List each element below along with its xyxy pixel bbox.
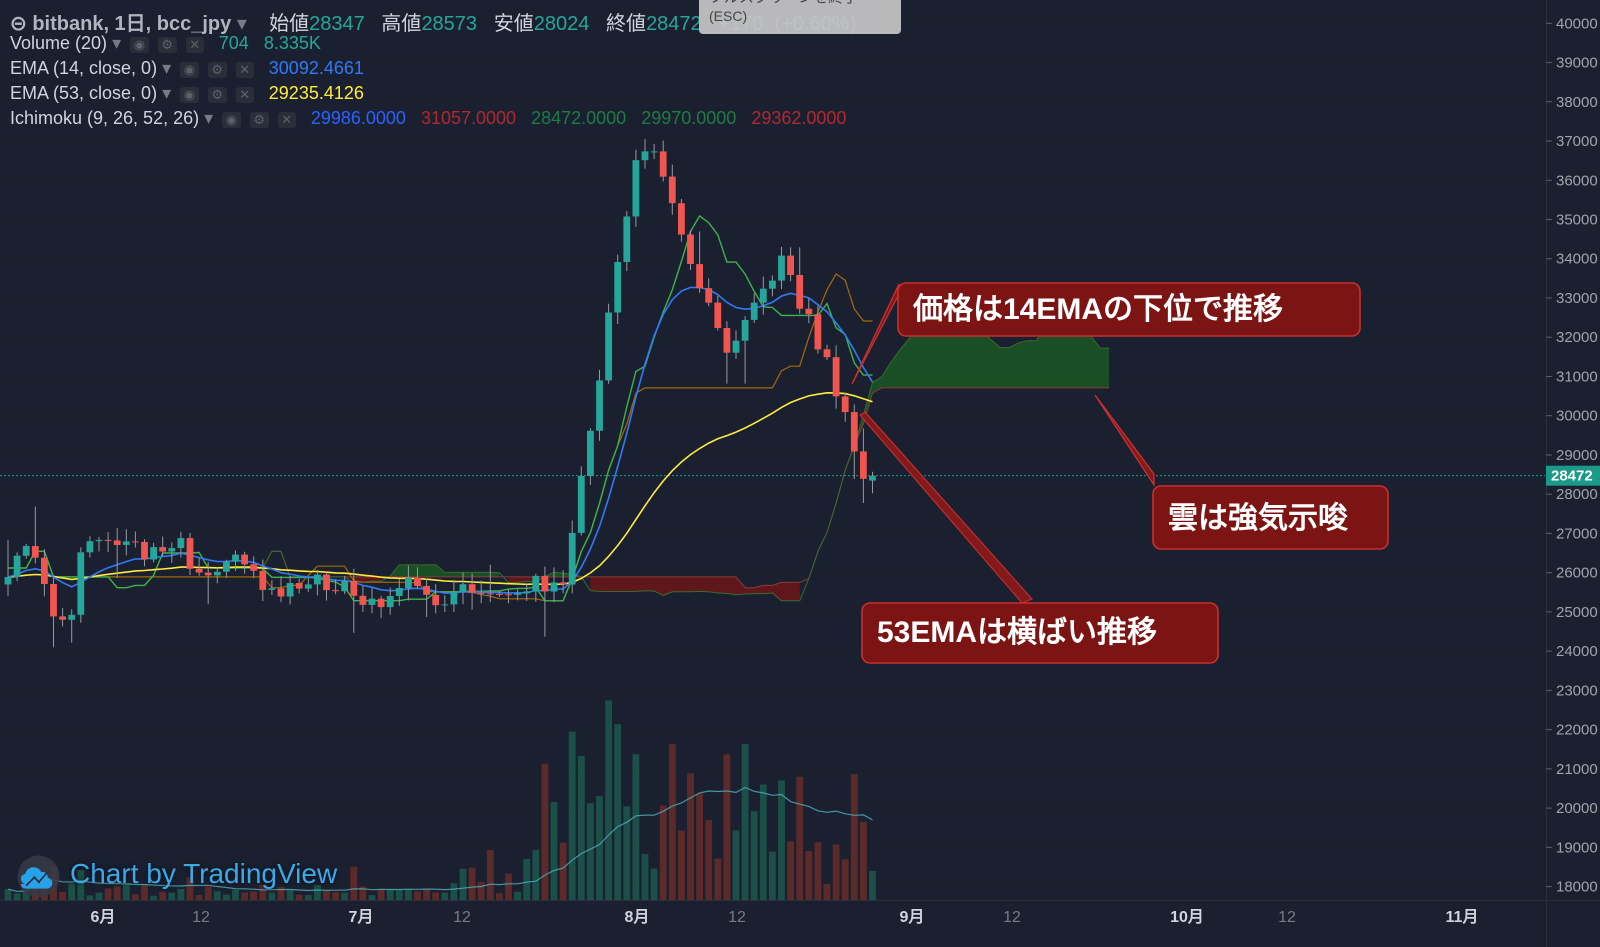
svg-text:24000: 24000: [1556, 643, 1598, 660]
svg-text:37000: 37000: [1556, 133, 1598, 150]
svg-text:8月: 8月: [625, 908, 650, 926]
svg-text:36000: 36000: [1556, 172, 1598, 189]
svg-text:7月: 7月: [349, 908, 374, 926]
svg-text:12: 12: [1003, 909, 1021, 926]
svg-text:22000: 22000: [1556, 722, 1598, 739]
svg-text:25000: 25000: [1556, 604, 1598, 621]
svg-text:12: 12: [728, 909, 746, 926]
svg-text:28472: 28472: [1551, 468, 1593, 485]
svg-text:12: 12: [192, 909, 210, 926]
svg-text:20000: 20000: [1556, 800, 1598, 817]
svg-text:26000: 26000: [1556, 565, 1598, 582]
svg-text:10月: 10月: [1170, 908, 1204, 926]
svg-text:12: 12: [1278, 909, 1296, 926]
svg-text:19000: 19000: [1556, 839, 1598, 856]
svg-text:33000: 33000: [1556, 290, 1598, 307]
svg-text:28000: 28000: [1556, 486, 1598, 503]
svg-text:38000: 38000: [1556, 94, 1598, 111]
svg-text:23000: 23000: [1556, 682, 1598, 699]
svg-text:40000: 40000: [1556, 15, 1598, 32]
svg-text:39000: 39000: [1556, 55, 1598, 72]
svg-text:11月: 11月: [1446, 908, 1479, 926]
svg-text:27000: 27000: [1556, 525, 1598, 542]
svg-text:21000: 21000: [1556, 761, 1598, 778]
svg-text:31000: 31000: [1556, 369, 1598, 386]
svg-text:6月: 6月: [91, 908, 116, 926]
svg-text:35000: 35000: [1556, 212, 1598, 229]
svg-text:12: 12: [453, 909, 471, 926]
svg-text:32000: 32000: [1556, 329, 1598, 346]
svg-text:9月: 9月: [900, 908, 925, 926]
svg-text:30000: 30000: [1556, 408, 1598, 425]
svg-text:18000: 18000: [1556, 879, 1598, 896]
svg-text:29000: 29000: [1556, 447, 1598, 464]
svg-text:34000: 34000: [1556, 251, 1598, 268]
